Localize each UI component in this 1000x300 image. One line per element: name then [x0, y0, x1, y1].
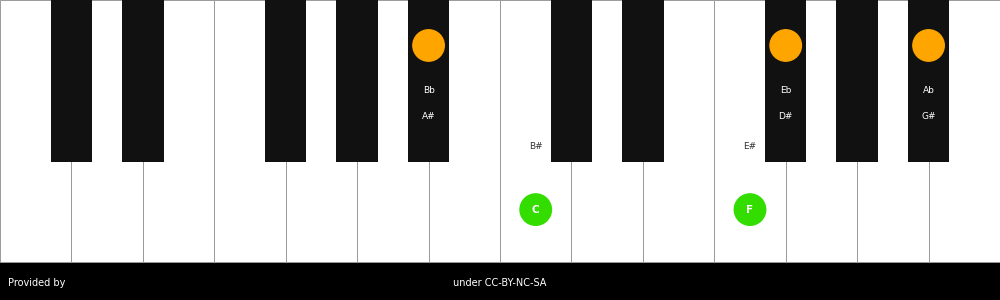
Bar [143, 0, 214, 262]
Bar [0, 0, 71, 262]
Text: G#: G# [921, 112, 936, 122]
Text: B#: B# [529, 142, 543, 151]
Bar [71, 0, 143, 262]
Bar [714, 0, 786, 262]
Bar [857, 0, 929, 262]
Bar [571, 0, 643, 262]
Text: A#: A# [422, 112, 435, 122]
Text: Bb: Bb [423, 86, 435, 95]
Bar [908, 0, 949, 162]
Bar [336, 0, 378, 162]
Text: E#: E# [743, 142, 757, 151]
Circle shape [734, 194, 766, 225]
Bar [265, 0, 306, 162]
Text: C: C [532, 205, 540, 214]
Bar [643, 0, 714, 262]
Bar [51, 0, 92, 162]
Circle shape [770, 30, 801, 61]
Bar [622, 0, 664, 162]
Text: Eb: Eb [780, 86, 791, 95]
Circle shape [413, 30, 444, 61]
Bar [929, 0, 1000, 262]
Text: Provided by: Provided by [8, 278, 65, 288]
Bar [429, 0, 500, 262]
Text: under CC-BY-NC-SA: under CC-BY-NC-SA [453, 278, 547, 288]
Bar [357, 0, 429, 262]
Bar [551, 0, 592, 162]
Bar [786, 0, 857, 262]
Text: F: F [746, 205, 754, 214]
Text: Ab: Ab [923, 86, 935, 95]
Bar [765, 0, 806, 162]
Text: D#: D# [779, 112, 793, 122]
Bar [0, 262, 1000, 300]
Bar [286, 0, 357, 262]
Bar [500, 0, 571, 262]
Circle shape [520, 194, 551, 225]
Bar [122, 0, 164, 162]
Bar [214, 0, 286, 262]
Circle shape [913, 30, 944, 61]
Bar [836, 0, 878, 162]
Bar [408, 0, 449, 162]
